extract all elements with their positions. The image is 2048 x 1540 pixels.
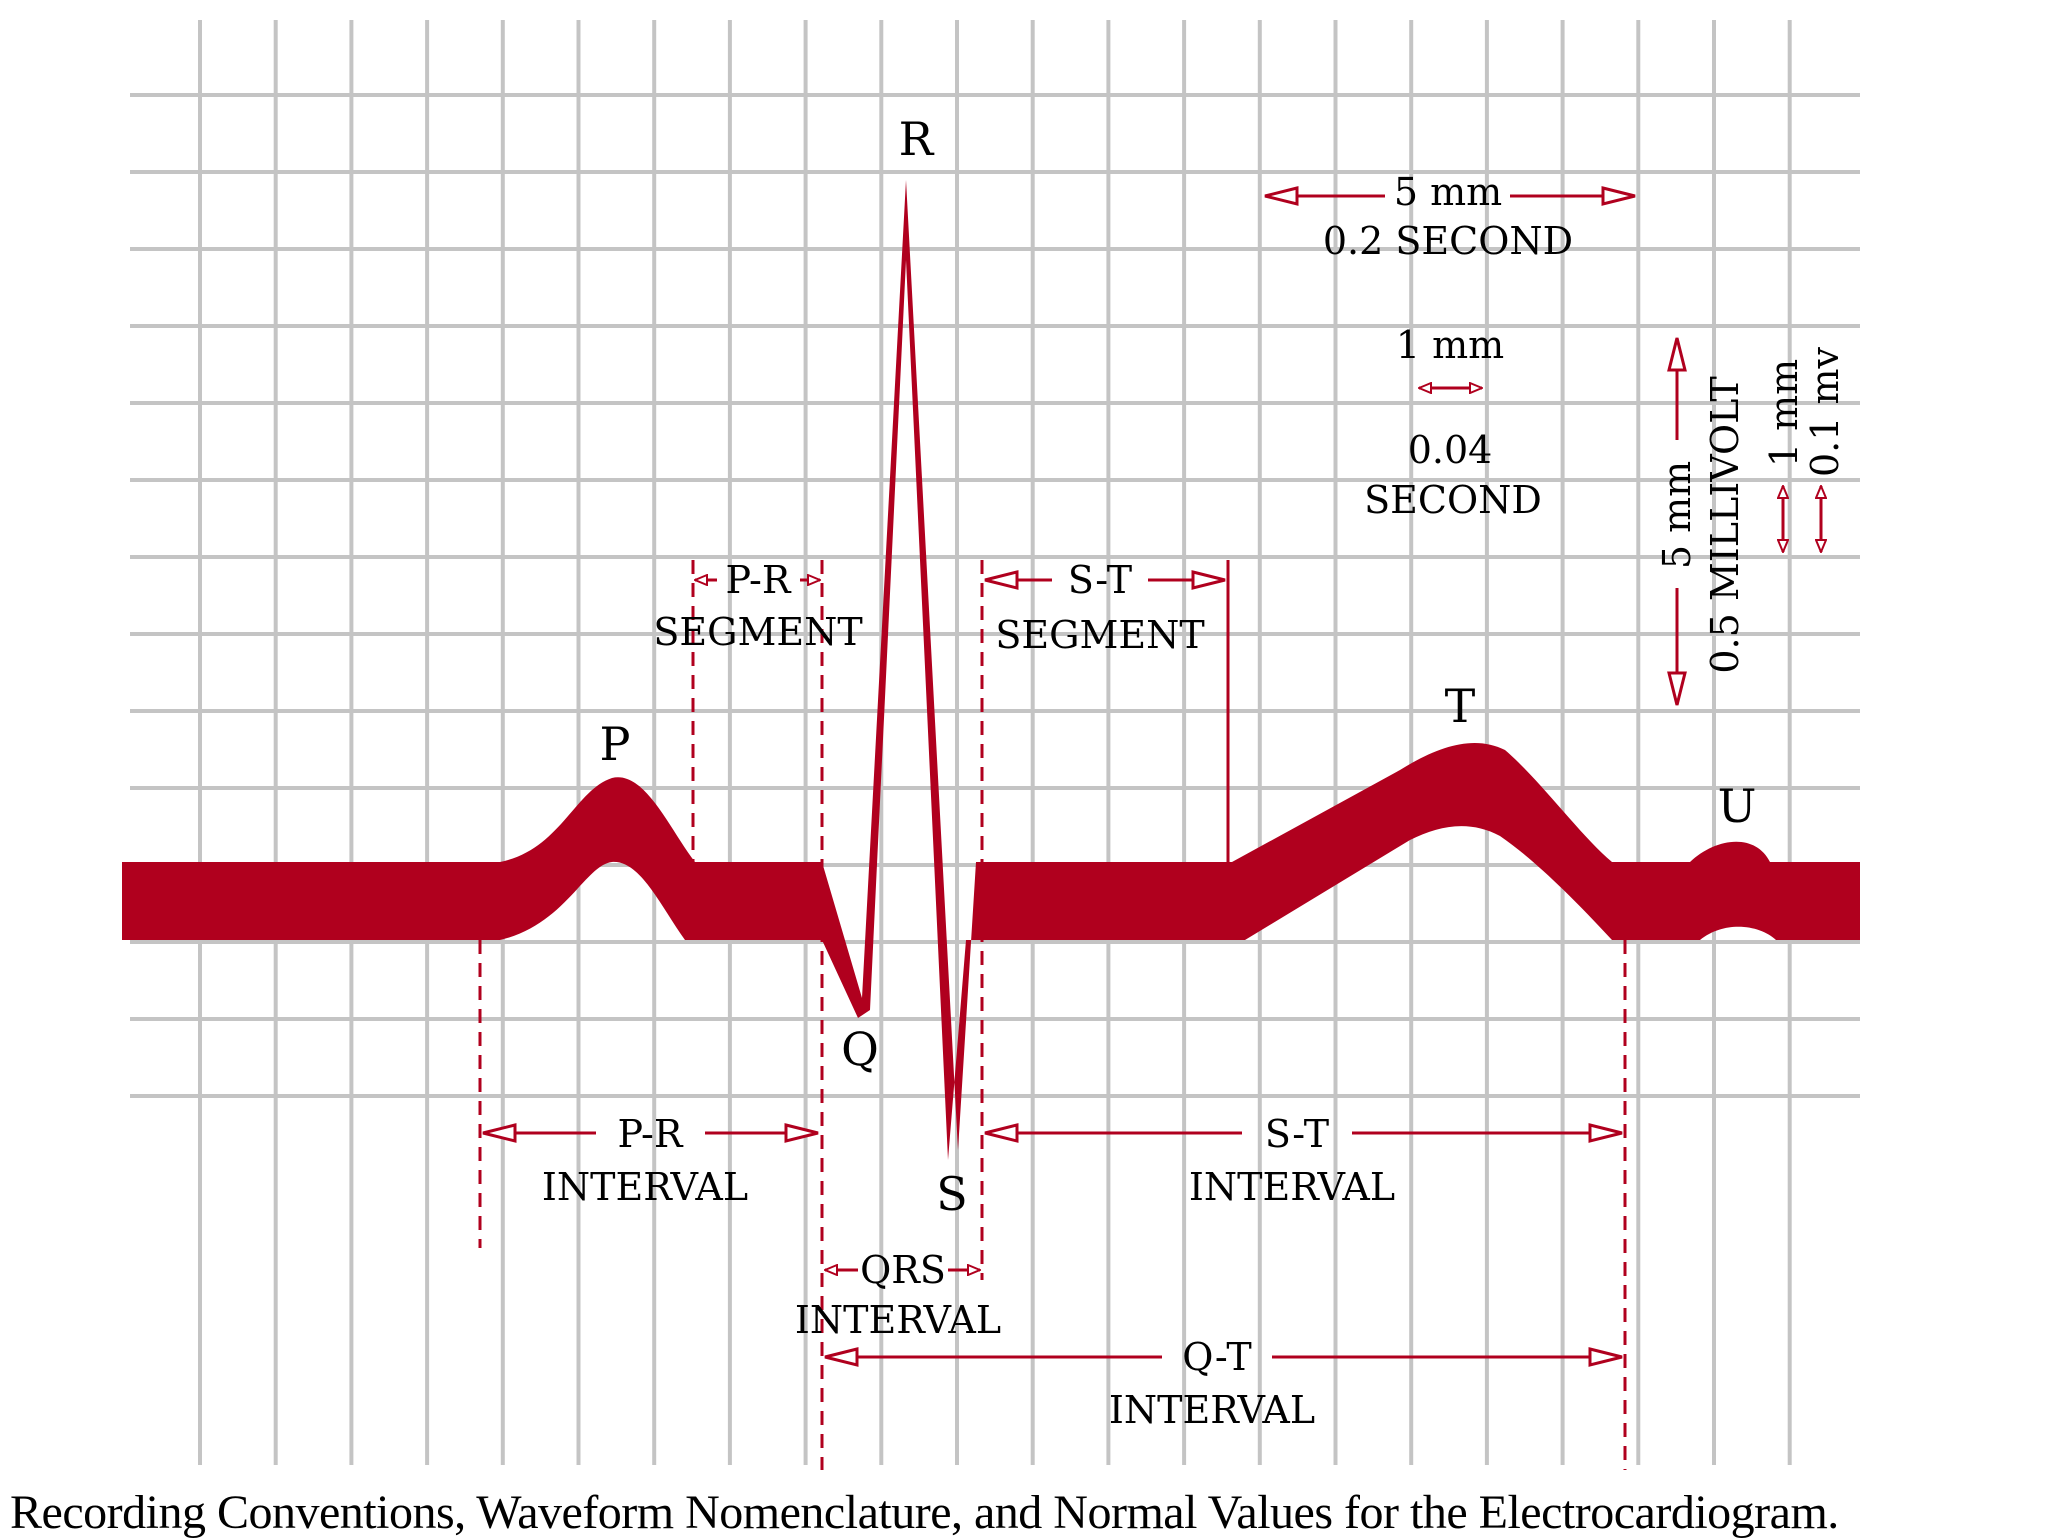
- ecg-grid: [130, 20, 1860, 1465]
- pr-segment-annotation: P-R SEGMENT: [653, 558, 862, 654]
- big-time-mm-label: 5 mm: [1394, 170, 1502, 214]
- qt-interval-annotation: Q-T INTERVAL: [824, 1335, 1623, 1432]
- st-interval-label: S-T: [1265, 1112, 1329, 1156]
- figure-caption: Recording Conventions, Waveform Nomencla…: [10, 1486, 1839, 1539]
- p-wave-label: P: [600, 717, 631, 771]
- pr-segment-sub-label: SEGMENT: [653, 610, 862, 654]
- qt-interval-label: Q-T: [1182, 1335, 1251, 1379]
- pr-interval-sub-label: INTERVAL: [542, 1165, 748, 1209]
- small-time-sec-unit: SECOND: [1364, 478, 1542, 522]
- dashed-guides: [478, 560, 1627, 1470]
- u-wave-label: U: [1718, 779, 1757, 833]
- small-volt-mv-label: 0.1 mv: [1803, 346, 1847, 477]
- t-wave-label: T: [1445, 679, 1476, 733]
- r-wave-label: R: [899, 112, 935, 166]
- pr-segment-label: P-R: [726, 558, 792, 602]
- small-volt-mm-label: 1 mm: [1762, 359, 1806, 467]
- s-wave-label: S: [936, 1167, 968, 1221]
- qrs-interval-sub-label: INTERVAL: [795, 1298, 1001, 1342]
- voltage-scale-legend: 5 mm 0.5 MILLIVOLT 1 mm 0.1 mv: [1655, 337, 1847, 706]
- st-segment-annotation: S-T SEGMENT: [984, 558, 1226, 657]
- small-time-sec-value: 0.04: [1408, 428, 1493, 472]
- big-time-sec-label: 0.2 SECOND: [1323, 219, 1573, 263]
- st-interval-annotation: S-T INTERVAL: [984, 1112, 1623, 1209]
- qrs-interval-annotation: QRS INTERVAL: [795, 1248, 1001, 1342]
- pr-interval-annotation: P-R INTERVAL: [482, 1112, 819, 1209]
- pr-interval-label: P-R: [618, 1112, 684, 1156]
- st-segment-sub-label: SEGMENT: [995, 613, 1204, 657]
- qt-interval-sub-label: INTERVAL: [1109, 1388, 1315, 1432]
- small-time-mm-label: 1 mm: [1396, 323, 1504, 367]
- big-volt-mm-label: 5 mm: [1655, 461, 1699, 569]
- big-volt-mv-label: 0.5 MILLIVOLT: [1703, 376, 1747, 673]
- st-segment-label: S-T: [1068, 558, 1132, 602]
- q-wave-label: Q: [841, 1022, 879, 1076]
- qrs-interval-label: QRS: [860, 1248, 946, 1292]
- time-scale-legend: 5 mm 0.2 SECOND 1 mm 0.04 SECOND: [1264, 170, 1636, 522]
- st-interval-sub-label: INTERVAL: [1189, 1165, 1395, 1209]
